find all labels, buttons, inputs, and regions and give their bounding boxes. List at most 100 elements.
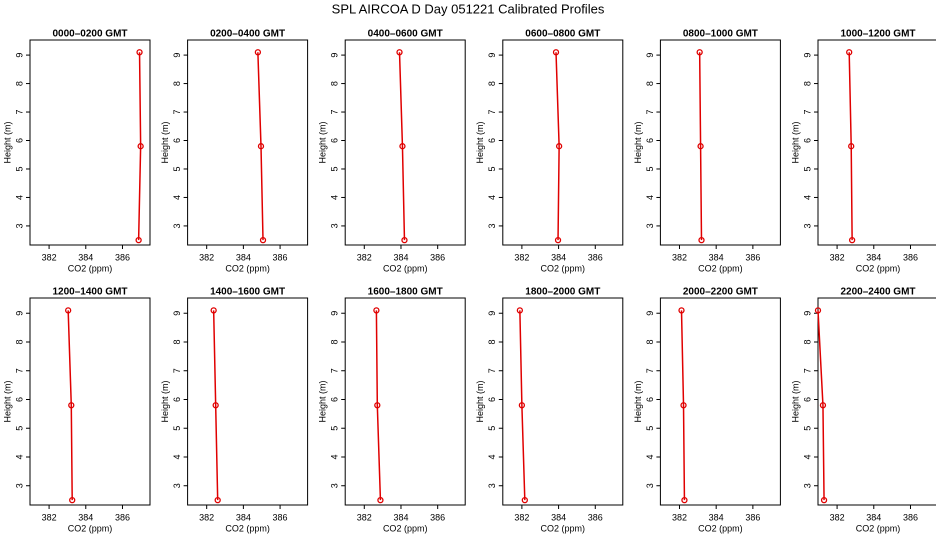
y-tick-label: 7 — [645, 368, 655, 373]
point — [518, 402, 526, 409]
x-tick-label: 382 — [830, 252, 845, 262]
point — [69, 496, 76, 504]
y-tick-label: 3 — [802, 223, 812, 228]
y-tick-label: 8 — [802, 81, 812, 86]
y-tick-label: 9 — [172, 311, 182, 316]
profile-line — [212, 310, 219, 501]
y-tick-label: 9 — [802, 53, 812, 58]
x-tick-label: 386 — [430, 252, 445, 262]
x-axis-label: CO2 (ppm) — [383, 523, 428, 533]
point — [521, 496, 528, 504]
plot-frame — [187, 297, 309, 506]
profile-line — [257, 52, 264, 241]
x-tick-label: 384 — [551, 252, 566, 262]
y-tick-label: 6 — [487, 138, 497, 143]
x-axis-label: CO2 (ppm) — [856, 523, 901, 533]
point — [516, 307, 524, 314]
x-tick-label: 386 — [588, 252, 603, 262]
y-tick-label: 6 — [14, 138, 24, 143]
point — [820, 496, 828, 504]
point — [848, 237, 856, 244]
x-tick-label: 384 — [236, 252, 251, 262]
x-tick-label: 382 — [514, 252, 529, 262]
x-tick-label: 382 — [672, 512, 687, 522]
y-tick-label: 3 — [487, 483, 497, 488]
y-tick-label: 9 — [802, 311, 812, 316]
point — [680, 402, 687, 409]
y-tick-label: 9 — [14, 53, 24, 58]
panel-title: 1600–1800 GMT — [368, 287, 443, 298]
x-tick-label: 384 — [866, 252, 881, 262]
x-tick-label: 382 — [672, 252, 687, 262]
profile-line — [698, 52, 703, 241]
y-tick-label: 4 — [645, 454, 655, 459]
x-tick-label: 386 — [273, 512, 288, 522]
point — [552, 49, 560, 56]
profile-line — [817, 310, 825, 501]
y-tick-label: 5 — [487, 166, 497, 171]
x-tick-label: 382 — [199, 252, 214, 262]
point — [136, 49, 143, 56]
y-tick-label: 4 — [14, 454, 24, 459]
x-tick-label: 384 — [78, 512, 93, 522]
x-axis-label: CO2 (ppm) — [856, 263, 901, 273]
point — [555, 143, 563, 150]
plot-frame — [344, 39, 466, 246]
point — [846, 49, 853, 56]
y-tick-label: 6 — [14, 397, 24, 402]
y-tick-label: 6 — [330, 397, 340, 402]
x-axis-label: CO2 (ppm) — [68, 263, 113, 273]
y-tick-label: 9 — [645, 53, 655, 58]
y-tick-label: 5 — [645, 426, 655, 431]
y-tick-label: 7 — [487, 368, 497, 373]
panel-title: 0800–1000 GMT — [683, 29, 758, 40]
point — [68, 402, 75, 409]
y-tick-label: 8 — [172, 339, 182, 344]
y-tick-label: 7 — [172, 110, 182, 115]
y-axis-label: Height (m) — [790, 380, 800, 422]
y-axis-label: Height (m) — [2, 380, 12, 422]
y-tick-label: 3 — [645, 483, 655, 488]
y-tick-label: 8 — [487, 81, 497, 86]
y-tick-label: 3 — [172, 483, 182, 488]
plot-frame — [659, 39, 781, 246]
y-tick-label: 3 — [645, 223, 655, 228]
plot-frame — [817, 297, 936, 506]
point — [681, 496, 688, 504]
x-axis-label: CO2 (ppm) — [383, 263, 428, 273]
y-tick-label: 8 — [802, 339, 812, 344]
y-tick-label: 4 — [802, 454, 812, 459]
point — [401, 237, 408, 244]
y-tick-label: 8 — [14, 339, 24, 344]
plot-frame — [502, 297, 624, 506]
x-tick-label: 382 — [199, 512, 214, 522]
x-axis-label: CO2 (ppm) — [225, 263, 270, 273]
point — [814, 307, 822, 314]
x-tick-label: 382 — [357, 252, 372, 262]
y-tick-label: 5 — [330, 166, 340, 171]
y-axis-label: Height (m) — [160, 121, 170, 163]
panel-title: 0400–0600 GMT — [368, 29, 443, 40]
y-tick-label: 4 — [172, 454, 182, 459]
page-title: SPL AIRCOA D Day 051221 Calibrated Profi… — [332, 1, 605, 16]
profile-line — [137, 52, 142, 241]
point — [554, 237, 562, 244]
x-tick-label: 384 — [393, 252, 408, 262]
profile-line — [555, 52, 560, 241]
y-tick-label: 5 — [14, 166, 24, 171]
x-axis-label: CO2 (ppm) — [68, 523, 113, 533]
x-tick-label: 384 — [709, 512, 724, 522]
y-tick-label: 8 — [330, 81, 340, 86]
y-tick-label: 8 — [487, 339, 497, 344]
x-tick-label: 382 — [42, 512, 57, 522]
y-tick-label: 8 — [14, 81, 24, 86]
x-tick-label: 386 — [430, 512, 445, 522]
panel-title: 2000–2200 GMT — [683, 287, 758, 298]
x-tick-label: 386 — [745, 252, 760, 262]
point — [819, 402, 827, 409]
y-tick-label: 3 — [14, 483, 24, 488]
y-tick-label: 4 — [330, 195, 340, 200]
y-tick-label: 7 — [14, 368, 24, 373]
y-tick-label: 3 — [330, 223, 340, 228]
